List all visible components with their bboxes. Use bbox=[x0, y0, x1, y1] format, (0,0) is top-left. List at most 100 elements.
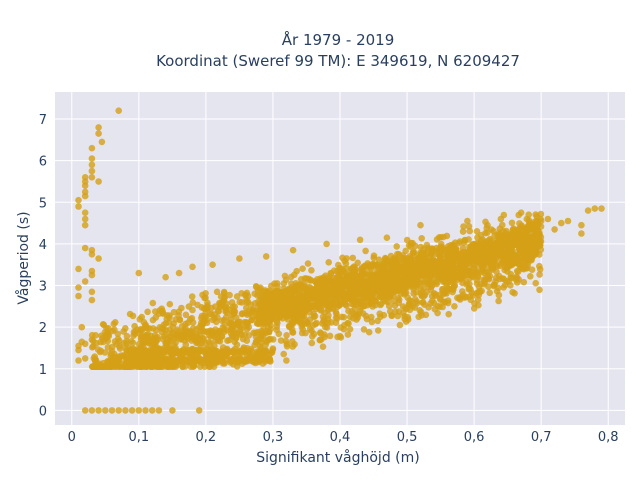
data-point bbox=[136, 316, 144, 323]
data-point bbox=[584, 207, 592, 214]
data-point bbox=[262, 253, 270, 260]
data-point bbox=[263, 292, 270, 299]
data-point bbox=[483, 229, 491, 236]
y-tick-label: 0 bbox=[39, 404, 47, 419]
data-point bbox=[205, 338, 213, 346]
data-point bbox=[455, 239, 463, 247]
data-point bbox=[144, 308, 151, 316]
data-point bbox=[309, 333, 316, 340]
data-point bbox=[128, 347, 136, 355]
data-point bbox=[155, 407, 163, 414]
data-point bbox=[218, 301, 225, 309]
data-point bbox=[510, 225, 517, 232]
data-point bbox=[529, 248, 536, 255]
data-point bbox=[97, 347, 105, 355]
data-point bbox=[340, 313, 348, 321]
x-tick-label: 0,3 bbox=[263, 430, 284, 445]
data-point bbox=[182, 311, 190, 319]
data-point bbox=[112, 319, 119, 326]
data-point bbox=[374, 327, 382, 334]
data-point bbox=[388, 288, 395, 295]
data-point bbox=[147, 337, 155, 345]
data-point bbox=[513, 258, 521, 266]
data-point bbox=[495, 297, 502, 305]
data-point bbox=[275, 330, 283, 338]
data-point bbox=[495, 249, 502, 256]
data-point bbox=[340, 325, 348, 333]
y-tick-label: 7 bbox=[39, 113, 47, 128]
data-point bbox=[275, 295, 283, 302]
data-point bbox=[91, 357, 99, 364]
data-point bbox=[558, 219, 565, 227]
data-point bbox=[251, 290, 258, 298]
data-point bbox=[233, 319, 241, 327]
data-point bbox=[493, 239, 501, 247]
data-point bbox=[215, 334, 223, 342]
data-point bbox=[478, 246, 485, 254]
chart-title-line-2: Koordinat (Sweref 99 TM): E 349619, N 62… bbox=[156, 52, 520, 70]
data-point bbox=[476, 240, 483, 247]
y-tick-label: 4 bbox=[39, 238, 47, 253]
data-point bbox=[488, 263, 495, 271]
data-point bbox=[523, 227, 531, 234]
data-point bbox=[484, 221, 491, 229]
data-point bbox=[162, 331, 170, 338]
data-point bbox=[207, 359, 215, 367]
data-point bbox=[88, 336, 96, 344]
data-point bbox=[188, 293, 196, 300]
data-point bbox=[206, 310, 213, 318]
data-point bbox=[81, 340, 89, 348]
data-point bbox=[495, 291, 503, 299]
data-point bbox=[413, 268, 421, 276]
data-point bbox=[175, 269, 183, 277]
data-point bbox=[537, 223, 545, 230]
data-point bbox=[189, 299, 197, 306]
data-point bbox=[532, 279, 539, 287]
data-point bbox=[421, 301, 428, 309]
data-point bbox=[186, 330, 194, 338]
data-point bbox=[170, 320, 177, 327]
data-point bbox=[254, 348, 261, 355]
data-point bbox=[317, 329, 324, 336]
data-point bbox=[425, 269, 433, 276]
data-point bbox=[383, 234, 391, 241]
scatter-points bbox=[75, 107, 605, 414]
data-point bbox=[273, 306, 280, 314]
data-point bbox=[222, 306, 230, 314]
data-point bbox=[515, 276, 522, 283]
data-point bbox=[396, 321, 404, 329]
data-point bbox=[407, 255, 414, 262]
data-point bbox=[491, 257, 498, 264]
data-point bbox=[330, 267, 338, 275]
data-point bbox=[156, 324, 164, 331]
data-point bbox=[440, 233, 447, 241]
data-point bbox=[497, 232, 504, 240]
data-point bbox=[263, 328, 270, 335]
data-point bbox=[418, 235, 426, 242]
data-point bbox=[283, 357, 290, 364]
data-point bbox=[533, 238, 541, 245]
data-point bbox=[166, 326, 174, 333]
data-point bbox=[326, 332, 334, 340]
data-point bbox=[451, 303, 458, 310]
data-point bbox=[598, 205, 605, 212]
data-point bbox=[508, 274, 516, 282]
data-point bbox=[322, 297, 330, 305]
data-point bbox=[99, 363, 106, 371]
data-point bbox=[75, 284, 82, 291]
data-point bbox=[230, 307, 238, 315]
data-point bbox=[387, 258, 395, 266]
data-point bbox=[181, 326, 188, 334]
data-point bbox=[495, 284, 502, 292]
data-point bbox=[320, 277, 328, 284]
data-point bbox=[505, 247, 513, 255]
data-point bbox=[591, 205, 599, 212]
data-point bbox=[242, 322, 250, 330]
data-point bbox=[75, 292, 82, 300]
data-point bbox=[473, 255, 481, 262]
data-point bbox=[509, 288, 516, 296]
data-point bbox=[95, 178, 102, 185]
data-point bbox=[390, 297, 397, 305]
data-point bbox=[228, 299, 236, 306]
